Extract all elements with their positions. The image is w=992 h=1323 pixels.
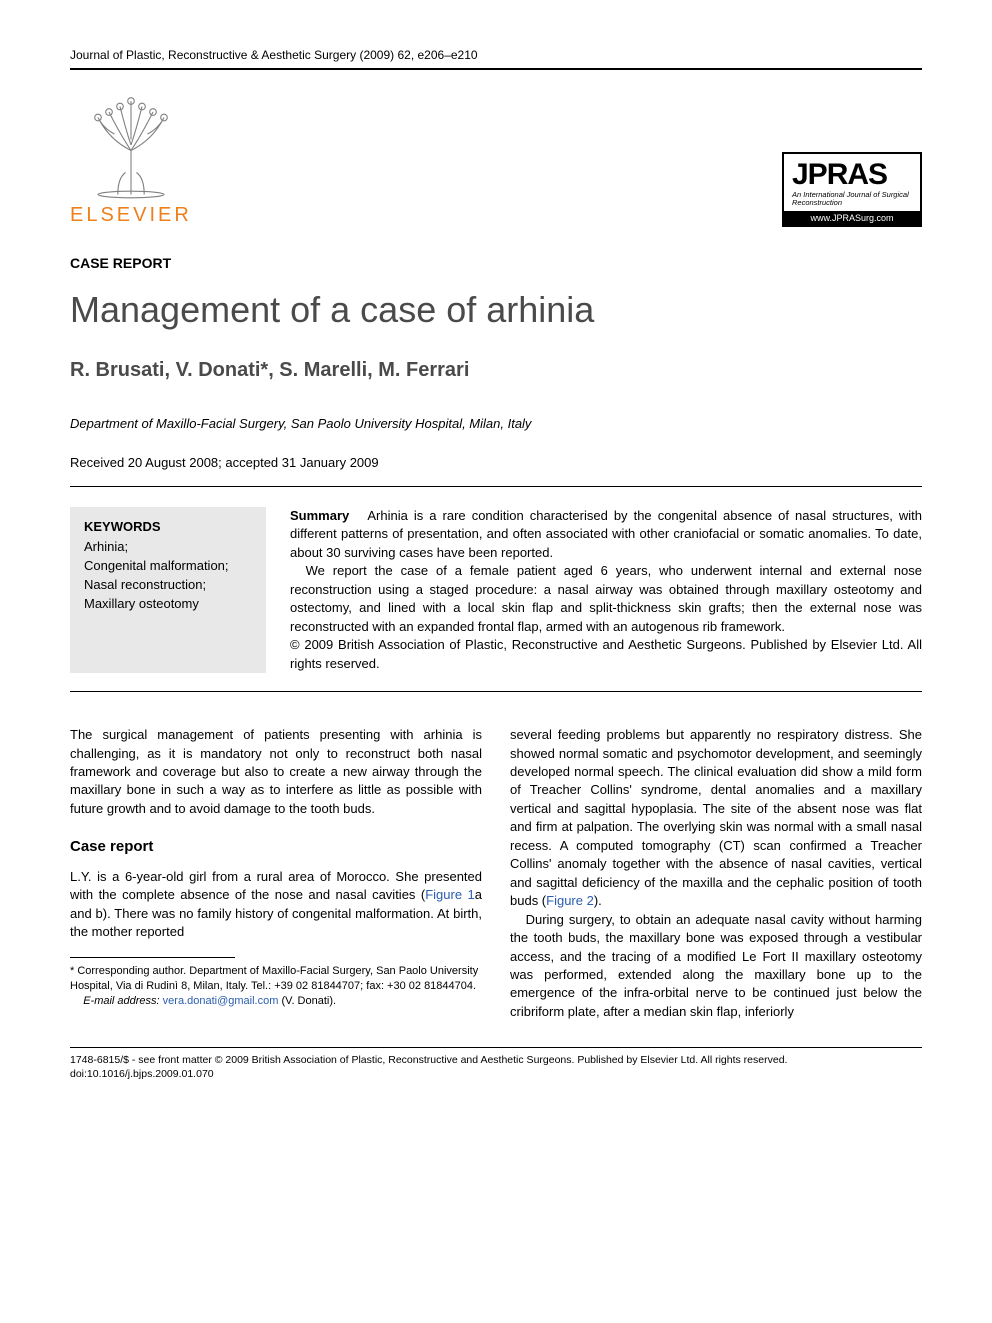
abstract-block: KEYWORDS Arhinia; Congenital malformatio… xyxy=(70,507,922,673)
body-columns: The surgical management of patients pres… xyxy=(70,726,922,1021)
corresponding-author-footnote: * Corresponding author. Department of Ma… xyxy=(70,964,482,994)
authors: R. Brusati, V. Donati*, S. Marelli, M. F… xyxy=(70,359,922,382)
elsevier-logo: ELSEVIER xyxy=(70,90,192,227)
summary: Summary Arhinia is a rare condition char… xyxy=(290,507,922,673)
intro-paragraph: The surgical management of patients pres… xyxy=(70,726,482,818)
elsevier-tree-icon xyxy=(76,90,186,200)
figure-1-ref[interactable]: Figure 1 xyxy=(425,887,475,902)
jpras-tagline: An International Journal of Surgical Rec… xyxy=(792,191,912,208)
case-p2: several feeding problems but apparently … xyxy=(510,726,922,911)
summary-heading: Summary xyxy=(290,508,349,523)
keywords-box: KEYWORDS Arhinia; Congenital malformatio… xyxy=(70,507,266,673)
case-report-heading: Case report xyxy=(70,836,482,857)
jpras-logo: JPRAS An International Journal of Surgic… xyxy=(782,152,922,228)
dates: Received 20 August 2008; accepted 31 Jan… xyxy=(70,455,922,470)
rule-after-abstract xyxy=(70,691,922,692)
bottom-rule xyxy=(70,1047,922,1048)
top-rule xyxy=(70,68,922,70)
jpras-acronym: JPRAS xyxy=(792,160,912,190)
article-type: CASE REPORT xyxy=(70,255,922,271)
article-title: Management of a case of arhinia xyxy=(70,289,922,331)
case-p3: During surgery, to obtain an adequate na… xyxy=(510,911,922,1022)
case-p1: L.Y. is a 6-year-old girl from a rural a… xyxy=(70,868,482,942)
email-address[interactable]: vera.donati@gmail.com xyxy=(163,995,279,1007)
keywords-list: Arhinia; Congenital malformation; Nasal … xyxy=(84,538,252,613)
summary-p1: Arhinia is a rare condition characterise… xyxy=(290,508,922,560)
email-label: E-mail address: xyxy=(83,995,159,1007)
jpras-url[interactable]: www.JPRASurg.com xyxy=(784,211,920,225)
doi: doi:10.1016/j.bjps.2009.01.070 xyxy=(70,1068,922,1080)
running-head: Journal of Plastic, Reconstructive & Aes… xyxy=(70,48,922,62)
email-author-name: (V. Donati). xyxy=(281,995,336,1007)
front-matter-copyright: 1748-6815/$ - see front matter © 2009 Br… xyxy=(70,1054,922,1068)
footnote-rule xyxy=(70,957,235,958)
elsevier-wordmark: ELSEVIER xyxy=(70,204,192,227)
summary-copyright: © 2009 British Association of Plastic, R… xyxy=(290,636,922,673)
figure-2-ref[interactable]: Figure 2 xyxy=(546,893,594,908)
header-logos: ELSEVIER JPRAS An International Journal … xyxy=(70,90,922,227)
rule-before-abstract xyxy=(70,486,922,487)
summary-p2: We report the case of a female patient a… xyxy=(290,562,922,636)
keywords-heading: KEYWORDS xyxy=(84,519,252,534)
footnote-email: E-mail address: vera.donati@gmail.com (V… xyxy=(70,994,482,1009)
affiliation: Department of Maxillo-Facial Surgery, Sa… xyxy=(70,416,922,431)
